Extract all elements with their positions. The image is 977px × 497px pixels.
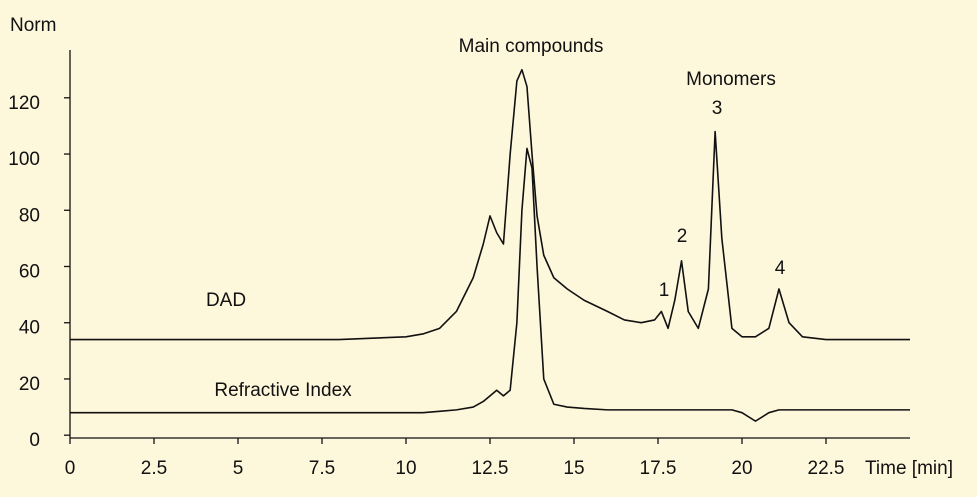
y-tick-label: 120 [8, 93, 40, 114]
annotation: 3 [712, 98, 723, 119]
y-tick-label: 80 [19, 205, 40, 226]
annotation: 1 [659, 280, 670, 301]
x-axis-label: Time [min] [865, 458, 953, 479]
x-tick-label: 20 [731, 458, 752, 479]
x-tick-label: 17.5 [640, 458, 677, 479]
y-tick-label: 20 [19, 374, 40, 395]
annotation: 2 [677, 226, 688, 247]
x-tick-label: 5 [233, 458, 244, 479]
y-tick-label: 60 [19, 262, 40, 283]
x-tick-label: 7.5 [309, 458, 335, 479]
legend-label: DAD [206, 290, 246, 311]
x-tick-label: 12.5 [472, 458, 509, 479]
x-tick-label: 0 [65, 458, 76, 479]
series-line [70, 147, 910, 422]
y-tick-label: 100 [8, 149, 40, 170]
x-tick-label: 22.5 [808, 458, 845, 479]
series-line [70, 68, 910, 341]
y-tick-label: 0 [29, 430, 40, 451]
legend-label: Refractive Index [214, 380, 352, 401]
x-tick-label: 10 [395, 458, 416, 479]
y-tick-label: 40 [19, 318, 40, 339]
y-axis-label: Norm [10, 15, 56, 36]
x-tick-label: 2.5 [141, 458, 167, 479]
annotation: Monomers [686, 69, 776, 90]
annotation: Main compounds [459, 36, 604, 57]
annotation: 4 [775, 258, 786, 279]
x-tick-label: 15 [563, 458, 584, 479]
